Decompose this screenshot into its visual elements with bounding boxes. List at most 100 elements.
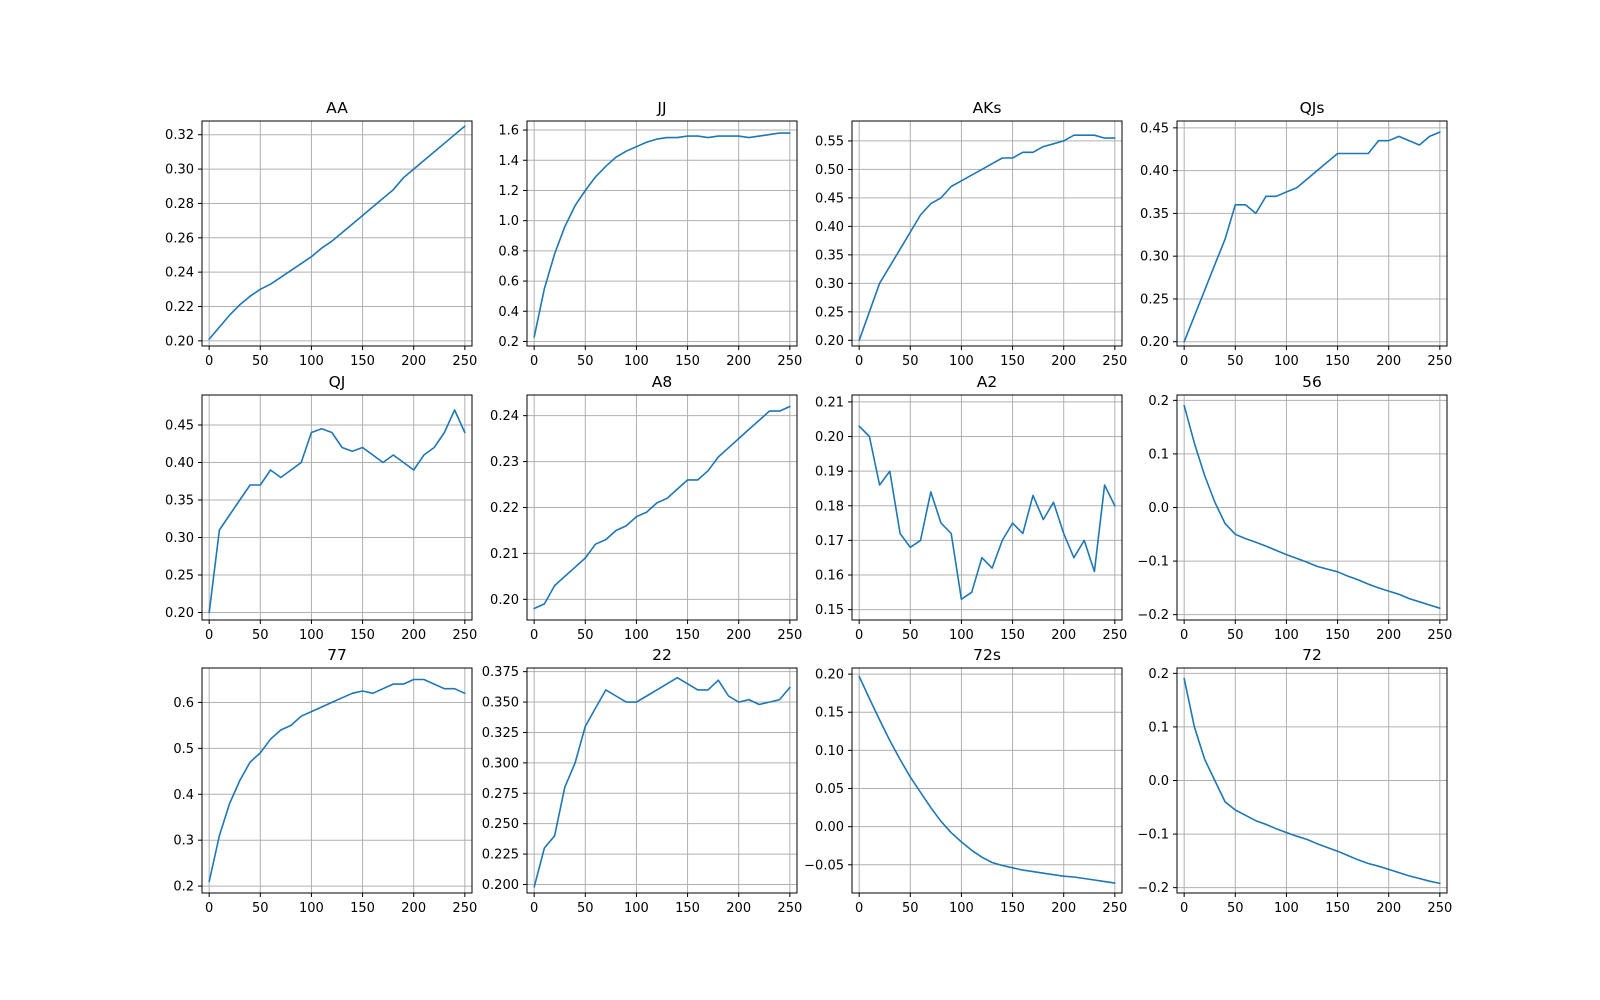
series-line bbox=[208, 409, 466, 614]
y-tick-label: −0.1 bbox=[1137, 555, 1169, 570]
y-tick-label: 0.35 bbox=[815, 248, 844, 263]
subplot-title: AA bbox=[326, 99, 348, 117]
subplot-0: 0 50 100 150 200 250 0.20 0.22 0.24 0.26 0.28 0.30 0… bbox=[165, 99, 477, 369]
y-tick-label: 0.0 bbox=[1148, 501, 1169, 516]
x-tick-label: 100 bbox=[299, 354, 324, 369]
y-tick-label: 0.24 bbox=[490, 409, 519, 424]
x-tick-label: 250 bbox=[1102, 901, 1127, 916]
y-tick-label: 0.40 bbox=[815, 220, 844, 235]
y-tick-label: 0.22 bbox=[490, 501, 519, 516]
panels-container: 0 50 100 150 200 2500.200.220.240.260.280.300… bbox=[165, 99, 1452, 916]
x-tick-label: 100 bbox=[949, 901, 974, 916]
y-tick-label: 0.30 bbox=[815, 277, 844, 292]
series-line bbox=[858, 675, 1116, 884]
y-tick-label: 0.28 bbox=[165, 197, 194, 212]
x-tick-label: 200 bbox=[1376, 628, 1401, 643]
subplot-title: A2 bbox=[977, 373, 997, 391]
y-tick-label: 0.30 bbox=[165, 163, 194, 178]
series-line bbox=[533, 132, 791, 338]
y-tick-label: 0.1 bbox=[1148, 447, 1169, 462]
y-tick-label: 0.55 bbox=[815, 134, 844, 149]
x-tick-label: 100 bbox=[949, 354, 974, 369]
subplot-10: 0 50 100 150 200 250 −0.05 0.00 0.05 0.10 0.15 0.20… bbox=[804, 646, 1127, 916]
x-tick-label: 50 bbox=[252, 901, 269, 916]
y-tick-label: 0.24 bbox=[165, 266, 194, 281]
x-tick-label: 150 bbox=[350, 901, 375, 916]
series-line bbox=[533, 405, 791, 610]
x-tick-label: 50 bbox=[577, 354, 594, 369]
y-tick-label: 0.32 bbox=[165, 128, 194, 143]
series-line bbox=[1183, 677, 1441, 885]
subplot-3: 0 50 100 150 200 250 0.20 0.25 0.30 0.35 0.40 0.45 Q… bbox=[1140, 99, 1452, 369]
x-tick-label: 0 bbox=[1180, 354, 1188, 369]
y-tick-label: 0.2 bbox=[1148, 667, 1169, 682]
y-tick-label: 0.20 bbox=[165, 606, 194, 621]
x-tick-label: 100 bbox=[1274, 901, 1299, 916]
x-tick-label: 50 bbox=[577, 901, 594, 916]
x-tick-label: 0 bbox=[1180, 901, 1188, 916]
axes-frame bbox=[201, 394, 473, 621]
y-tick-label: 0.20 bbox=[490, 593, 519, 608]
x-tick-label: 50 bbox=[1227, 354, 1244, 369]
x-tick-label: 250 bbox=[1427, 901, 1452, 916]
y-tick-label: 0.25 bbox=[1140, 292, 1169, 307]
x-tick-label: 50 bbox=[1227, 901, 1244, 916]
y-tick-label: 0.35 bbox=[165, 494, 194, 509]
x-tick-label: 150 bbox=[675, 901, 700, 916]
x-tick-label: 200 bbox=[401, 901, 426, 916]
x-tick-label: 150 bbox=[1000, 628, 1025, 643]
x-tick-label: 50 bbox=[902, 901, 919, 916]
y-tick-label: 0.20 bbox=[165, 334, 194, 349]
axes-frame bbox=[526, 667, 798, 894]
y-tick-label: 0.2 bbox=[173, 880, 194, 895]
subplot-title: 56 bbox=[1302, 373, 1322, 391]
y-tick-label: 0.30 bbox=[1140, 250, 1169, 265]
y-tick-label: 0.21 bbox=[490, 547, 519, 562]
y-tick-label: 0.45 bbox=[815, 191, 844, 206]
x-tick-label: 100 bbox=[624, 901, 649, 916]
y-tick-label: 0.17 bbox=[815, 534, 844, 549]
subplot-6: 0 50 100 150 200 250 0.15 0.16 0.17 0.18 0.19 0.20 0… bbox=[815, 373, 1127, 643]
y-tick-label: 0.6 bbox=[498, 275, 519, 290]
y-tick-label: 0.2 bbox=[1148, 394, 1169, 409]
x-tick-label: 0 bbox=[855, 628, 863, 643]
y-tick-label: 0.0 bbox=[1148, 774, 1169, 789]
x-tick-label: 100 bbox=[299, 901, 324, 916]
y-tick-label: 0.200 bbox=[482, 878, 519, 893]
subplot-title: QJ bbox=[329, 373, 346, 391]
x-tick-label: 200 bbox=[401, 354, 426, 369]
subplot-8: 0 50 100 150 200 250 0.2 0.3 0.4 0.5 0.6 77 bbox=[173, 646, 477, 916]
series-line bbox=[208, 678, 466, 883]
x-tick-label: 150 bbox=[675, 628, 700, 643]
y-tick-label: 0.22 bbox=[165, 300, 194, 315]
y-tick-label: 0.20 bbox=[815, 334, 844, 349]
y-tick-label: 0.10 bbox=[815, 744, 844, 759]
y-tick-label: 0.20 bbox=[815, 668, 844, 683]
x-tick-label: 100 bbox=[1274, 628, 1299, 643]
x-tick-label: 250 bbox=[452, 901, 477, 916]
y-tick-label: 0.250 bbox=[482, 817, 519, 832]
x-tick-label: 200 bbox=[1376, 901, 1401, 916]
y-tick-label: 0.50 bbox=[815, 163, 844, 178]
x-tick-label: 0 bbox=[205, 901, 213, 916]
subplot-title: 72s bbox=[973, 646, 1001, 664]
y-tick-label: 0.20 bbox=[1140, 335, 1169, 350]
x-tick-label: 200 bbox=[726, 354, 751, 369]
x-tick-label: 50 bbox=[902, 628, 919, 643]
x-tick-label: 50 bbox=[252, 354, 269, 369]
series-line bbox=[1183, 404, 1441, 610]
subplot-title: AKs bbox=[973, 99, 1002, 117]
y-tick-label: 0.05 bbox=[815, 782, 844, 797]
x-tick-label: 250 bbox=[1427, 628, 1452, 643]
y-tick-label: 0.2 bbox=[498, 335, 519, 350]
y-tick-label: 0.19 bbox=[815, 465, 844, 480]
y-tick-label: 0.45 bbox=[1140, 121, 1169, 136]
series-line bbox=[858, 134, 1116, 342]
y-tick-label: −0.1 bbox=[1137, 828, 1169, 843]
x-tick-label: 100 bbox=[299, 628, 324, 643]
series-line bbox=[533, 676, 791, 888]
x-tick-label: 150 bbox=[1325, 901, 1350, 916]
y-tick-label: 0.45 bbox=[165, 419, 194, 434]
y-tick-label: 0.300 bbox=[482, 756, 519, 771]
